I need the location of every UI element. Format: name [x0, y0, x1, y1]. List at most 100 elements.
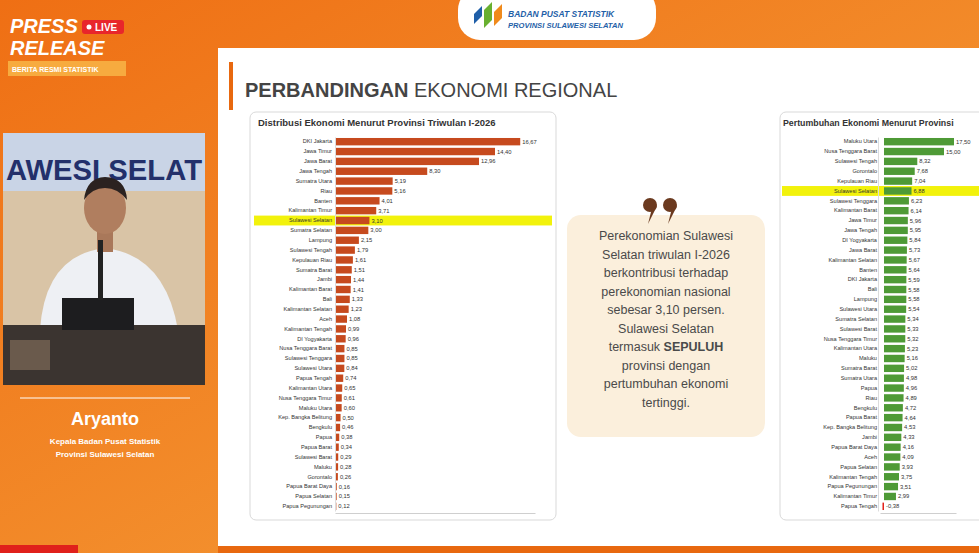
- quote-segment: SEPULUH: [664, 340, 724, 354]
- category-label: DI Yogyakarta: [842, 237, 878, 243]
- value-axis-line: [336, 513, 536, 514]
- bar: [335, 217, 369, 224]
- chart-title: Distribusi Ekonomi Menurut Provinsi Triw…: [258, 117, 496, 128]
- logo-icon: [494, 4, 502, 26]
- category-tick: Gorontalo: [852, 168, 877, 174]
- bar: [884, 483, 898, 490]
- category-label: Aceh: [319, 316, 332, 322]
- category-tick: Banten: [314, 198, 332, 204]
- category-tick: Kalimantan Tengah: [284, 326, 332, 332]
- category-tick: Kepulauan Riau: [292, 257, 332, 263]
- category-tick: DI Yogyakarta: [297, 336, 333, 342]
- category-label: Sulawesi Tenggara: [830, 198, 878, 204]
- data-label: 0,26: [340, 474, 351, 480]
- category-tick: Gorontalo: [307, 474, 332, 480]
- data-label: 4,72: [905, 405, 916, 411]
- category-tick: Maluku: [859, 355, 877, 361]
- category-label: Jawa Barat: [304, 158, 332, 164]
- quote-line: provinsi dengan: [622, 359, 710, 373]
- category-label: Jawa Tengah: [299, 168, 332, 174]
- data-label: 4,09: [902, 454, 913, 460]
- data-label: 1,44: [353, 277, 365, 283]
- badge-text: RELEASE: [10, 37, 105, 59]
- category-label: Bengkulu: [309, 424, 332, 430]
- data-label: 0,15: [339, 493, 350, 499]
- data-label: 12,96: [481, 158, 496, 164]
- bar: [884, 434, 901, 441]
- category-tick: Sulawesi Tengah: [835, 158, 877, 164]
- category-label: Kepulauan Riau: [837, 178, 877, 184]
- data-label: 6,23: [911, 198, 922, 204]
- data-label: 5,58: [908, 287, 919, 293]
- category-tick: Sulawesi Barat: [295, 454, 333, 460]
- data-label: 15,00: [946, 149, 961, 155]
- data-label: 4,64: [905, 415, 917, 421]
- category-tick: Bali: [323, 296, 332, 302]
- category-tick: Papua: [316, 434, 333, 440]
- category-tick: Bali: [868, 286, 877, 292]
- data-label: 0,50: [343, 415, 354, 421]
- category-label: Sumatra Barat: [296, 267, 333, 273]
- desk-plate: [10, 340, 50, 370]
- laptop: [62, 298, 134, 330]
- category-tick: Nusa Tenggara Barat: [824, 148, 877, 154]
- data-label: 5,16: [394, 188, 405, 194]
- bar: [335, 266, 352, 273]
- data-label: 1,61: [355, 257, 366, 263]
- quote-segment: tertinggi.: [642, 396, 690, 410]
- bar: [884, 394, 904, 401]
- quote-line: berkontribusi terhadap: [604, 266, 728, 280]
- category-tick: Lampung: [309, 237, 332, 243]
- bar: [884, 197, 909, 204]
- presenter-role: Kepala Badan Pusat Statistik: [50, 437, 161, 446]
- category-tick: Maluku Utara: [844, 138, 878, 144]
- category-label: Kalimantan Barat: [834, 207, 877, 213]
- category-label: Kepulauan Riau: [292, 257, 332, 263]
- bar: [884, 158, 917, 165]
- bar: [335, 256, 353, 263]
- data-label: 6,88: [914, 188, 925, 194]
- chart-panel: [250, 112, 556, 520]
- data-label: 5,64: [909, 267, 921, 273]
- category-label: Nusa Tenggara Timur: [279, 395, 333, 401]
- bar: [882, 503, 884, 510]
- data-label: 5,95: [910, 227, 921, 233]
- bar: [335, 246, 355, 253]
- quote-line: perekonomian nasional: [601, 285, 730, 299]
- subtitle-pill: [8, 61, 126, 76]
- data-label: 8,32: [919, 158, 930, 164]
- logo: BADAN PUSAT STATISTIKPROVINSI SULAWESI S…: [458, 0, 656, 40]
- bar: [335, 394, 342, 401]
- category-label: Sulawesi Tengah: [290, 247, 332, 253]
- chart: Pertumbuhan Ekonomi Menurut Provinsi17,5…: [780, 112, 979, 520]
- data-label: 7,68: [917, 168, 928, 174]
- data-label: 0,46: [342, 424, 353, 430]
- data-label: 1,08: [349, 316, 360, 322]
- category-label: Papua Pegunungan: [283, 503, 332, 509]
- bar: [884, 168, 915, 175]
- bar: [884, 365, 904, 372]
- category-tick: Papua: [861, 385, 878, 391]
- bar: [884, 325, 905, 332]
- data-label: 4,53: [904, 424, 915, 430]
- data-label: 1,33: [352, 296, 363, 302]
- press-badge: PRESSRELEASELIVEBERITA RESMI STATISTIK: [8, 15, 126, 76]
- bar: [335, 306, 349, 313]
- category-tick: Papua Barat: [301, 444, 333, 450]
- category-tick: Sumatra Selatan: [290, 227, 332, 233]
- bar: [884, 345, 905, 352]
- category-label: Banten: [314, 198, 332, 204]
- category-label: Kalimantan Tengah: [284, 326, 332, 332]
- quote-segment: perekonomian nasional: [601, 285, 730, 299]
- category-label: Lampung: [854, 296, 877, 302]
- category-label: Gorontalo: [852, 168, 877, 174]
- category-label: Riau: [865, 395, 877, 401]
- data-labels: 16,6714,4012,968,305,195,164,013,713,103…: [338, 139, 536, 510]
- category-label: Kalimantan Barat: [289, 286, 332, 292]
- category-label: Gorontalo: [307, 474, 332, 480]
- category-label: Nusa Tenggara Barat: [824, 148, 877, 154]
- data-label: 1,51: [354, 267, 365, 273]
- bar: [884, 404, 903, 411]
- category-label: Papua Selatan: [295, 493, 332, 499]
- bar: [884, 473, 899, 480]
